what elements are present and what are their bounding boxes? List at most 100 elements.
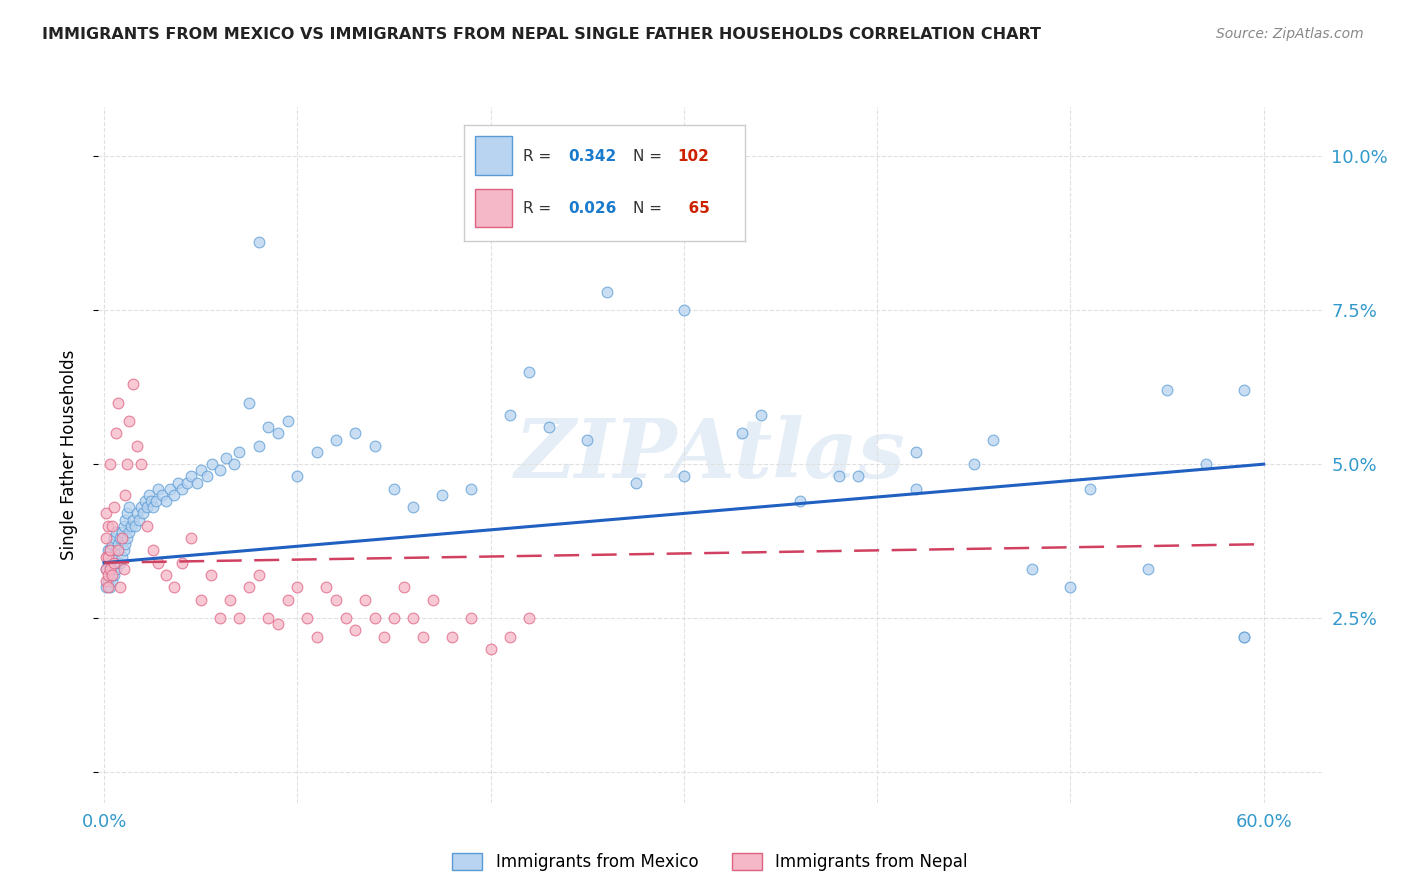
Point <box>118 500 141 515</box>
Point <box>672 303 695 318</box>
Point <box>141 543 163 558</box>
Point <box>247 568 270 582</box>
Point <box>132 507 155 521</box>
Point <box>325 592 347 607</box>
FancyBboxPatch shape <box>475 189 512 227</box>
Text: IMMIGRANTS FROM MEXICO VS IMMIGRANTS FROM NEPAL SINGLE FATHER HOUSEHOLDS CORRELA: IMMIGRANTS FROM MEXICO VS IMMIGRANTS FRO… <box>42 27 1042 42</box>
Point <box>277 592 299 607</box>
Point <box>267 617 290 632</box>
Point <box>97 556 120 570</box>
Point <box>190 592 212 607</box>
Point <box>499 630 522 644</box>
Point <box>186 475 208 490</box>
Point <box>98 457 121 471</box>
Text: ZIPAtlas: ZIPAtlas <box>515 415 905 495</box>
Point <box>101 574 124 589</box>
Point <box>112 543 135 558</box>
Point <box>672 469 695 483</box>
Legend: Immigrants from Mexico, Immigrants from Nepal: Immigrants from Mexico, Immigrants from … <box>446 847 974 878</box>
Point <box>170 482 193 496</box>
Point <box>195 469 218 483</box>
Point <box>228 611 250 625</box>
Point <box>101 556 124 570</box>
Point <box>305 630 328 644</box>
Point <box>148 482 170 496</box>
Point <box>1233 630 1256 644</box>
Point <box>215 450 238 465</box>
Point <box>1078 482 1101 496</box>
Point <box>110 531 132 545</box>
Point <box>110 549 132 564</box>
Point <box>117 507 139 521</box>
Point <box>392 580 415 594</box>
Point <box>159 482 181 496</box>
Point <box>118 524 141 539</box>
Point <box>94 531 117 545</box>
Point <box>94 507 117 521</box>
Point <box>97 580 120 594</box>
Point <box>120 518 142 533</box>
Point <box>148 556 170 570</box>
Point <box>1136 562 1159 576</box>
Text: R =: R = <box>523 149 557 164</box>
Point <box>97 549 120 564</box>
Point <box>94 549 117 564</box>
Point <box>141 500 163 515</box>
Point <box>117 531 139 545</box>
Point <box>1156 384 1178 398</box>
Point <box>963 457 986 471</box>
Point <box>257 611 280 625</box>
Text: 0.342: 0.342 <box>568 149 616 164</box>
Point <box>201 457 224 471</box>
Point <box>344 624 367 638</box>
Point <box>402 611 425 625</box>
Point <box>827 469 849 483</box>
Point <box>382 482 405 496</box>
Point <box>129 457 152 471</box>
Point <box>247 235 270 250</box>
Point <box>218 592 240 607</box>
Point <box>432 488 454 502</box>
Point <box>749 408 772 422</box>
Point <box>460 482 482 496</box>
Point <box>180 469 202 483</box>
Point <box>139 494 162 508</box>
Point <box>138 488 160 502</box>
Point <box>731 426 754 441</box>
Point <box>124 518 146 533</box>
Point <box>97 518 120 533</box>
Point <box>166 475 188 490</box>
Point <box>287 469 309 483</box>
Point <box>117 457 139 471</box>
Point <box>364 611 387 625</box>
Point <box>112 562 135 576</box>
Point <box>94 562 117 576</box>
Point <box>354 592 377 607</box>
Point <box>335 611 357 625</box>
Point <box>155 494 177 508</box>
Text: R =: R = <box>523 201 557 216</box>
Point <box>94 580 117 594</box>
Text: 65: 65 <box>678 201 710 216</box>
Point <box>114 488 136 502</box>
Point <box>135 500 157 515</box>
Point <box>98 543 121 558</box>
Point <box>422 592 444 607</box>
Point <box>1233 384 1256 398</box>
Point <box>98 543 121 558</box>
Point <box>981 433 1004 447</box>
Point <box>114 512 136 526</box>
Point <box>103 556 125 570</box>
Point <box>209 611 232 625</box>
Point <box>104 543 127 558</box>
Point <box>129 500 152 515</box>
Point <box>222 457 245 471</box>
Point <box>904 445 927 459</box>
Point <box>344 426 367 441</box>
Point <box>150 488 173 502</box>
Point <box>789 494 811 508</box>
Point <box>364 439 387 453</box>
Point <box>107 543 129 558</box>
Point <box>1195 457 1218 471</box>
Point <box>112 518 135 533</box>
